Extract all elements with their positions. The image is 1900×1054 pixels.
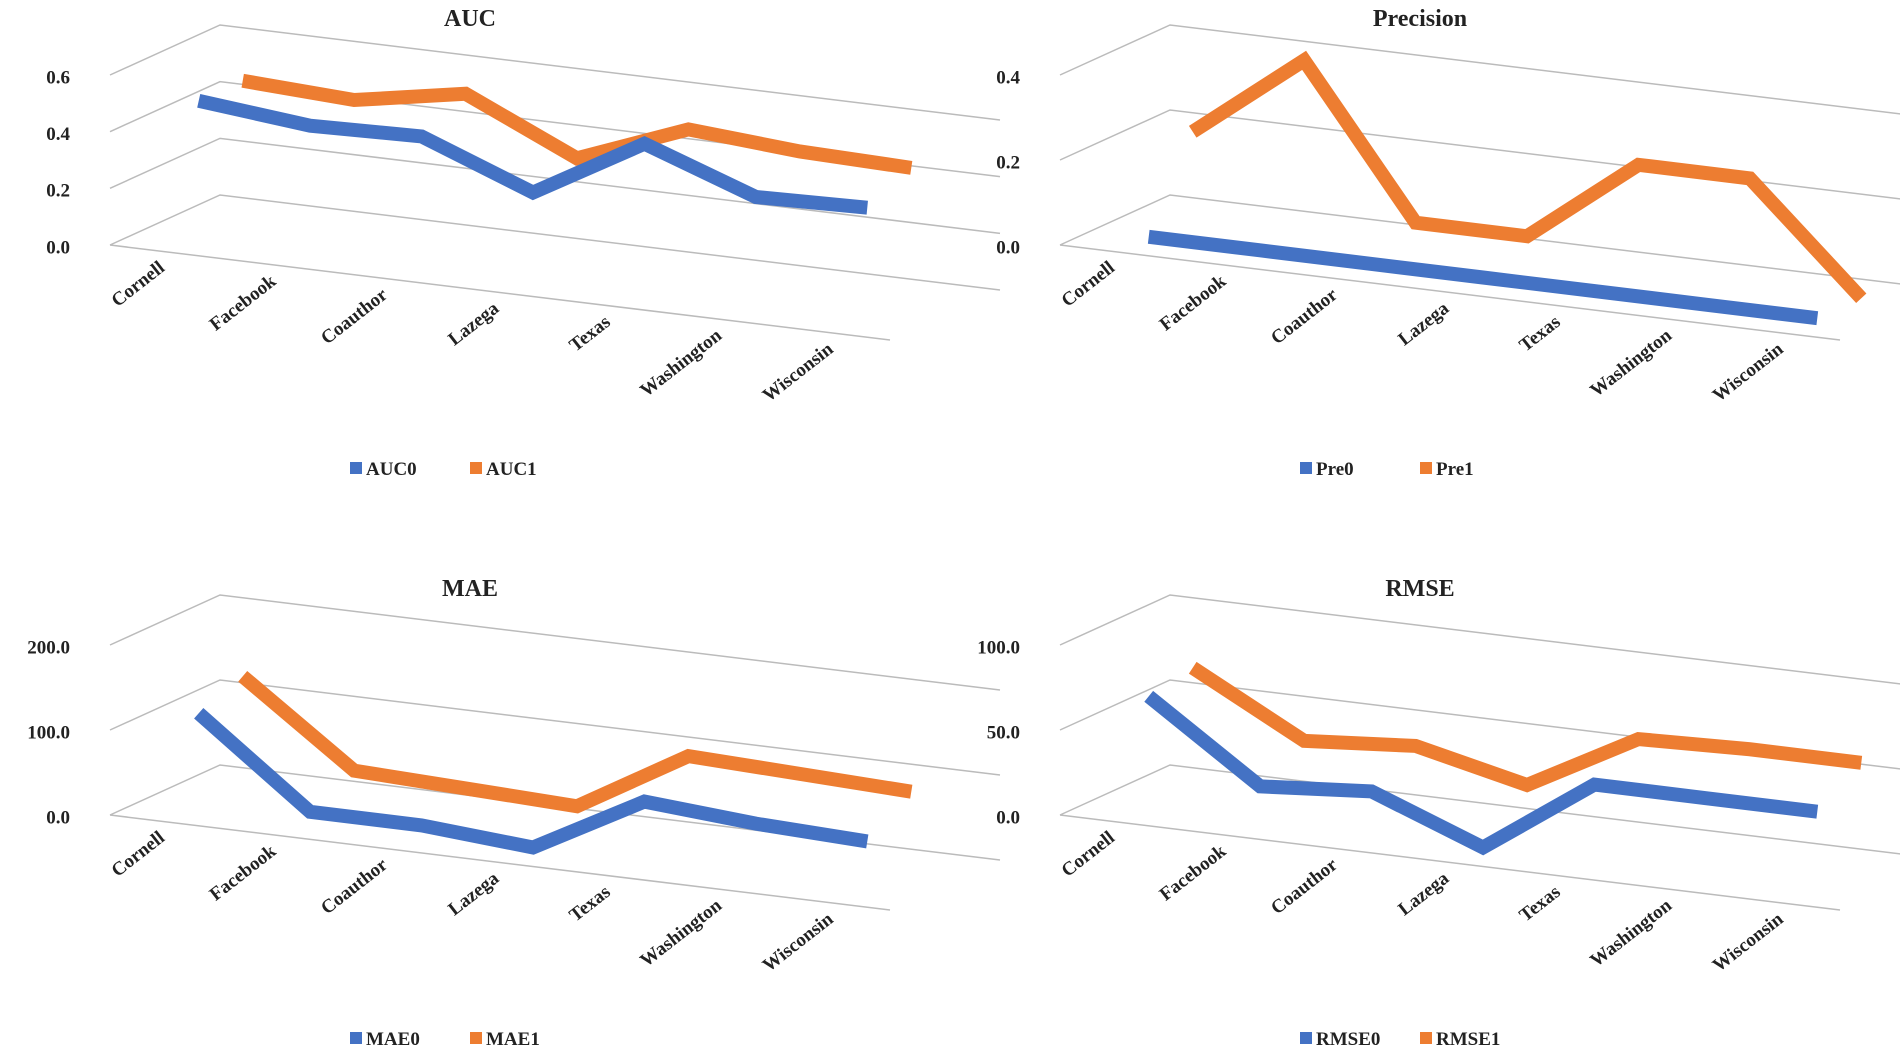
x-tick-label: Wisconsin — [759, 338, 838, 406]
grid-line — [109, 764, 1001, 861]
x-tick-label: Cornell — [1058, 827, 1119, 881]
x-tick-label: Facebook — [206, 270, 281, 335]
legend-label: MAE0 — [366, 1029, 420, 1049]
grid-line — [1059, 24, 1900, 115]
chart-title: MAE — [442, 576, 498, 602]
floor-line — [1059, 244, 1841, 341]
series-line — [1147, 229, 1819, 326]
x-tick-label: Coauthor — [1267, 854, 1342, 919]
series-line — [197, 93, 868, 215]
chart-title: Precision — [1373, 6, 1467, 32]
x-tick-label: Cornell — [108, 257, 169, 311]
grid-line — [109, 194, 1001, 291]
series-line — [194, 708, 869, 855]
floor-line — [109, 814, 891, 911]
legend-label: Pre1 — [1436, 459, 1474, 480]
x-tick-label: Washington — [636, 895, 726, 972]
floor-line — [109, 244, 891, 341]
legend-label: Pre0 — [1316, 459, 1354, 480]
series-line — [1188, 50, 1867, 303]
x-tick-label: Cornell — [108, 827, 169, 881]
x-tick-label: Lazega — [444, 298, 503, 351]
grid-line — [1059, 194, 1900, 285]
grid-line — [1059, 764, 1900, 855]
chart: Precision 0.0 0.2 0.4 Cornell Facebook Coautho… — [996, 6, 1900, 480]
x-tick-label: Washington — [1586, 895, 1676, 972]
chart: MAE 0.0 100.0 200.0 Cornell Facebook Coauthor L… — [27, 576, 1001, 1050]
y-tick-label: 0.2 — [46, 181, 70, 202]
x-tick-label: Coauthor — [1267, 284, 1342, 349]
y-tick-label: 0.2 — [996, 152, 1020, 173]
legend-swatch — [350, 1032, 362, 1044]
y-tick-label: 50.0 — [987, 722, 1020, 743]
grid-line — [109, 137, 1001, 235]
x-tick-label: Texas — [566, 881, 615, 926]
legend-label: RMSE1 — [1436, 1029, 1500, 1049]
y-tick-label: 0.0 — [996, 807, 1020, 828]
x-tick-label: Facebook — [206, 840, 281, 905]
x-tick-label: Wisconsin — [1709, 908, 1788, 976]
series-line — [241, 73, 913, 175]
legend-swatch — [1420, 1032, 1432, 1044]
y-tick-label: 0.0 — [996, 237, 1020, 258]
x-tick-label: Washington — [636, 325, 726, 402]
x-tick-label: Washington — [1586, 325, 1676, 402]
legend-swatch — [470, 462, 482, 474]
chart: RMSE 0.0 50.0 100.0 Cornell Facebook Coauthor L… — [977, 576, 1900, 1050]
legend-label: AUC0 — [366, 459, 417, 480]
grid-line — [109, 594, 1001, 691]
x-tick-label: Wisconsin — [1709, 338, 1788, 406]
x-tick-label: Texas — [566, 311, 615, 356]
y-tick-label: 0.0 — [46, 237, 70, 258]
x-tick-label: Lazega — [1394, 868, 1453, 921]
x-tick-label: Texas — [1516, 311, 1565, 356]
grid-line — [109, 679, 1001, 776]
chart: AUC 0.0 0.2 0.4 0.6 Cornell Facebook Coauthor La… — [46, 6, 1001, 480]
x-tick-label: Lazega — [444, 868, 503, 921]
y-tick-label: 100.0 — [977, 637, 1020, 658]
x-tick-label: Facebook — [1156, 270, 1231, 335]
y-tick-label: 0.4 — [996, 67, 1020, 88]
y-tick-label: 0.0 — [46, 807, 70, 828]
y-tick-label: 100.0 — [27, 722, 70, 743]
x-tick-label: Cornell — [1058, 257, 1119, 311]
series-line — [238, 670, 913, 814]
grid-line — [1059, 109, 1900, 200]
chart-title: AUC — [444, 6, 496, 32]
grid-line — [109, 24, 1001, 121]
legend-swatch — [470, 1032, 482, 1044]
legend-swatch — [1420, 462, 1432, 474]
legend-label: RMSE0 — [1316, 1029, 1380, 1049]
series-line — [1144, 690, 1819, 856]
x-tick-label: Coauthor — [317, 854, 392, 919]
legend-swatch — [1300, 462, 1312, 474]
floor-line — [1059, 814, 1841, 911]
y-tick-label: 0.6 — [46, 67, 70, 88]
legend-swatch — [1300, 1032, 1312, 1044]
x-tick-label: Wisconsin — [759, 908, 838, 976]
legend-label: AUC1 — [486, 459, 537, 480]
x-tick-label: Coauthor — [317, 284, 392, 349]
series-line — [1188, 661, 1863, 793]
y-tick-label: 200.0 — [27, 637, 70, 658]
x-tick-label: Facebook — [1156, 840, 1231, 905]
legend-swatch — [350, 462, 362, 474]
x-tick-label: Texas — [1516, 881, 1565, 926]
x-tick-label: Lazega — [1394, 298, 1453, 351]
chart-title: RMSE — [1385, 576, 1454, 602]
legend-label: MAE1 — [486, 1029, 540, 1049]
grid-line — [1059, 594, 1900, 685]
y-tick-label: 0.4 — [46, 124, 70, 145]
